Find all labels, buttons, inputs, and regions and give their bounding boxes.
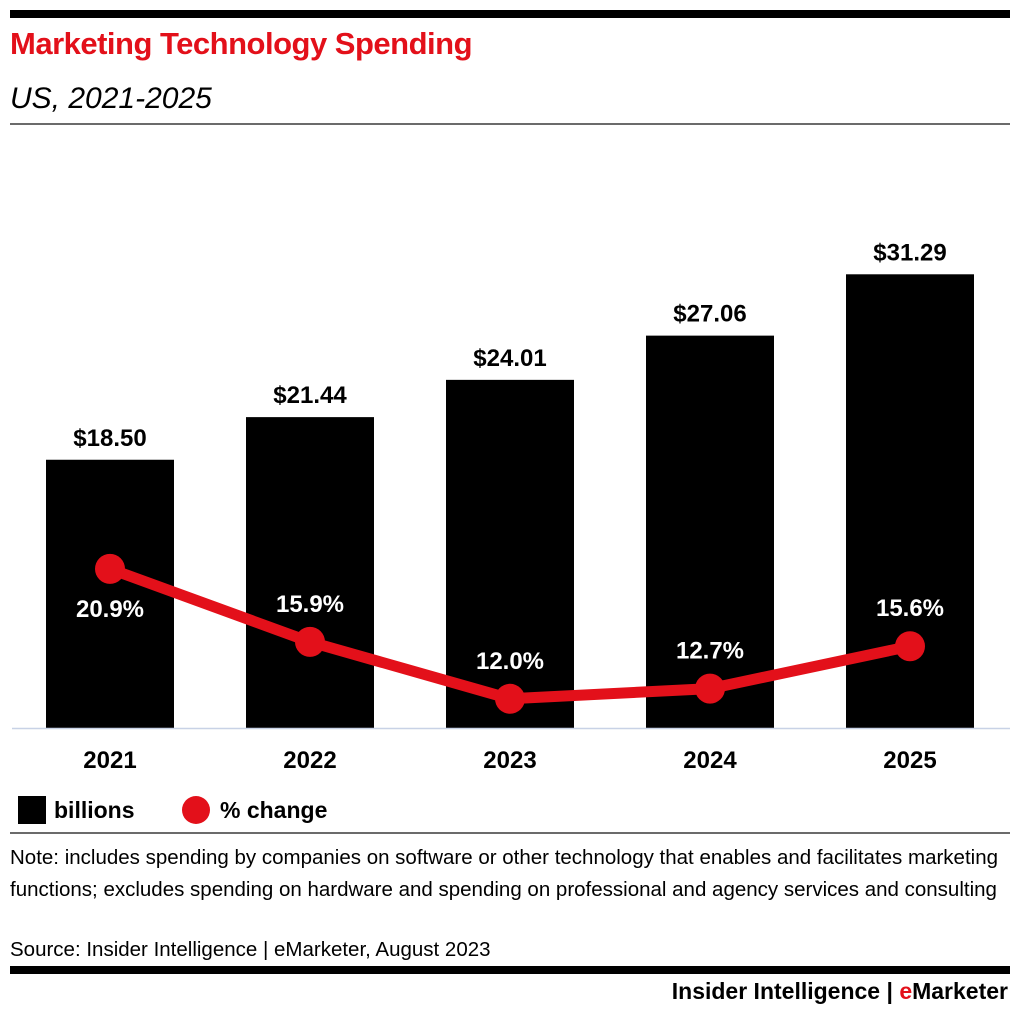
line-point-2025 bbox=[895, 631, 925, 662]
top-rule bbox=[10, 10, 1010, 18]
x-tick-labels-group: 2021 2022 2023 2024 2025 bbox=[83, 747, 936, 774]
line-series-group bbox=[95, 553, 925, 714]
x-tick-label-2021: 2021 bbox=[83, 747, 136, 774]
brand-rest: Marketer bbox=[912, 978, 1008, 1004]
brand-logo: Insider Intelligence | eMarketer bbox=[672, 978, 1008, 1005]
chart-area: $18.50 $21.44 $24.01 $27.06 $31.29 20.9% 15.9… bbox=[12, 239, 1010, 774]
bar-value-label-2022: $21.44 bbox=[273, 382, 347, 409]
legend-line-marker-icon bbox=[182, 796, 210, 824]
bar-2023 bbox=[446, 379, 574, 728]
line-value-label-2023: 12.0% bbox=[476, 648, 544, 675]
x-tick-label-2024: 2024 bbox=[683, 747, 737, 774]
line-value-label-2021: 20.9% bbox=[76, 596, 144, 623]
bars-group bbox=[46, 274, 974, 728]
bar-labels-group: $18.50 $21.44 $24.01 $27.06 $31.29 bbox=[73, 239, 946, 451]
x-tick-label-2025: 2025 bbox=[883, 747, 936, 774]
brand-e: e bbox=[899, 978, 913, 1004]
bar-value-label-2023: $24.01 bbox=[473, 345, 546, 372]
line-value-label-2025: 15.6% bbox=[876, 595, 944, 622]
line-value-label-2024: 12.7% bbox=[676, 638, 744, 665]
x-tick-label-2022: 2022 bbox=[283, 747, 336, 774]
legend-label-billions: billions bbox=[54, 796, 135, 823]
footnote: Note: includes spending by companies on … bbox=[10, 846, 999, 901]
line-point-2022 bbox=[295, 626, 325, 657]
chart-title: Marketing Technology Spending bbox=[10, 26, 473, 61]
legend-label-percent-change: % change bbox=[220, 796, 328, 823]
bar-2022 bbox=[246, 417, 374, 728]
bar-2021 bbox=[46, 459, 174, 728]
chart-subtitle: US, 2021-2025 bbox=[10, 82, 212, 115]
footer-divider bbox=[10, 832, 1010, 834]
bar-value-label-2025: $31.29 bbox=[873, 239, 946, 266]
bar-2024 bbox=[646, 335, 774, 728]
bar-value-label-2021: $18.50 bbox=[73, 425, 146, 452]
legend-bar-swatch-icon bbox=[18, 796, 46, 824]
line-labels-group: 20.9% 15.9% 12.0% 12.7% 15.6% bbox=[76, 591, 944, 675]
bar-value-label-2024: $27.06 bbox=[673, 301, 746, 328]
source-line: Source: Insider Intelligence | eMarketer… bbox=[10, 938, 491, 961]
header-divider bbox=[10, 123, 1010, 125]
line-value-label-2022: 15.9% bbox=[276, 591, 344, 618]
bottom-rule bbox=[10, 966, 1010, 974]
x-tick-label-2023: 2023 bbox=[483, 747, 536, 774]
line-point-2021 bbox=[95, 553, 125, 584]
line-point-2023 bbox=[495, 683, 525, 714]
line-point-2024 bbox=[695, 673, 725, 704]
brand-prefix: Insider Intelligence | bbox=[671, 978, 900, 1004]
legend-item-percent-change: % change bbox=[182, 796, 327, 824]
legend-item-billions: billions bbox=[18, 796, 135, 824]
